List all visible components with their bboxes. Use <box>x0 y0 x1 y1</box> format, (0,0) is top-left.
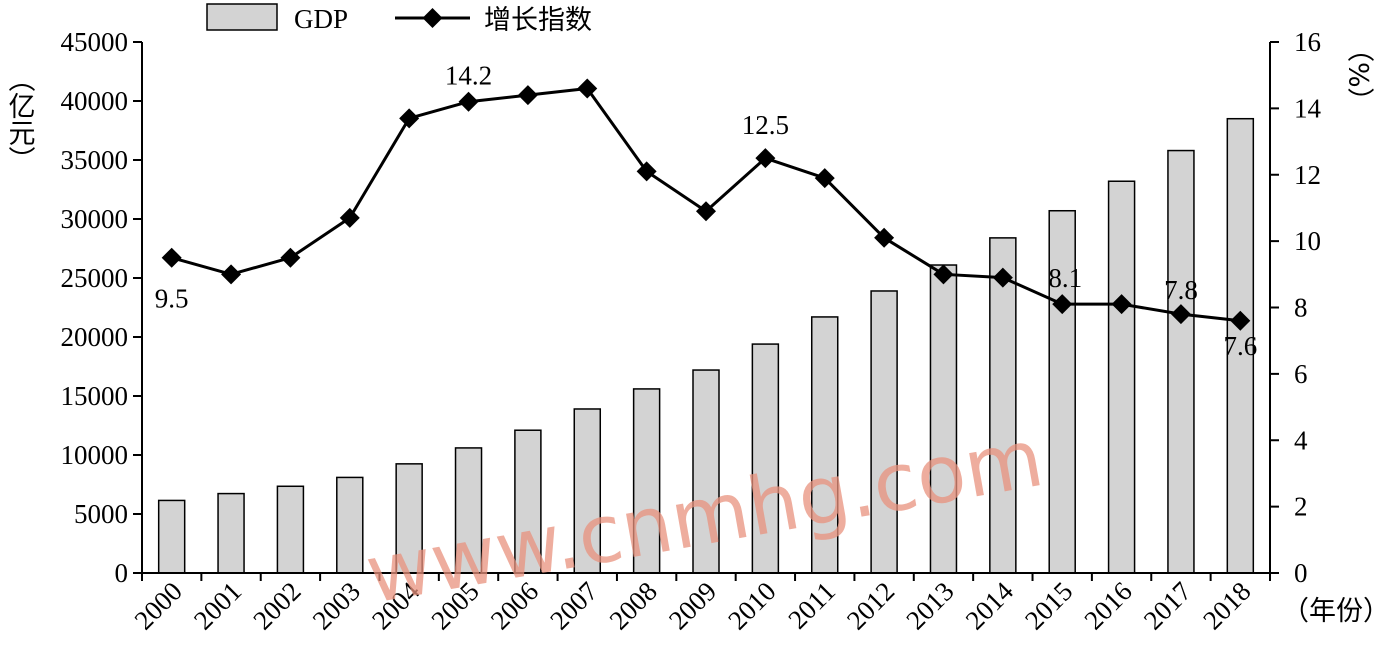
x-tick-label-2001: 2001 <box>188 576 247 635</box>
x-tick-label-2010: 2010 <box>722 576 781 635</box>
bar-gdp-2012 <box>870 290 898 574</box>
annotation-2017: 7.8 <box>1164 275 1198 305</box>
x-tick-label-2003: 2003 <box>307 576 366 635</box>
bar-gdp-2007 <box>573 408 602 574</box>
bar-gdp-2005 <box>454 447 483 574</box>
left-tick-label: 30000 <box>61 204 129 234</box>
marker-growth-2006 <box>517 85 538 106</box>
right-axis-ticks: 0 2 4 6 8 10 12 14 16 <box>1270 27 1322 588</box>
x-tick-label-2012: 2012 <box>841 576 900 635</box>
marker-growth-2003 <box>339 207 360 228</box>
right-tick-label: 0 <box>1294 558 1308 588</box>
bar-gdp-2014 <box>989 237 1017 574</box>
bar-gdp-2018 <box>1226 117 1255 574</box>
legend-gdp-label: GDP <box>294 4 348 34</box>
left-axis-unit-label: （亿元） <box>4 65 36 173</box>
annotation-2010: 12.5 <box>742 110 789 140</box>
x-axis-unit-label: （年份） <box>1282 596 1390 627</box>
x-tick-label-2009: 2009 <box>663 576 722 635</box>
left-tick-label: 35000 <box>61 145 129 175</box>
annotation-2005: 14.2 <box>445 61 492 91</box>
bar-gdp-2009 <box>692 369 720 574</box>
x-tick-label-2008: 2008 <box>603 576 662 635</box>
x-tick-label-2017: 2017 <box>1138 576 1197 635</box>
x-tick-label-2014: 2014 <box>960 576 1020 636</box>
bar-gdp-2010 <box>751 343 780 574</box>
x-tick-label-2011: 2011 <box>782 576 841 635</box>
marker-growth-2013 <box>933 264 954 285</box>
marker-growth-2017 <box>1170 304 1191 325</box>
left-tick-label: 0 <box>115 558 129 588</box>
x-tick-label-2015: 2015 <box>1019 576 1078 635</box>
bar-gdp-2017 <box>1167 149 1195 574</box>
annotation-2000: 9.5 <box>155 284 189 314</box>
data-annotations: 9.5 14.2 12.5 8.1 7.8 7.6 <box>155 61 1257 361</box>
marker-growth-2016 <box>1111 294 1132 315</box>
right-tick-label: 10 <box>1294 226 1321 256</box>
left-tick-label: 25000 <box>61 263 129 293</box>
right-tick-label: 16 <box>1294 27 1321 57</box>
bar-gdp-2016 <box>1107 180 1136 574</box>
legend-index-label: 增长指数 <box>484 5 592 36</box>
x-tick-label-2013: 2013 <box>900 576 959 635</box>
x-tick-label-2002: 2002 <box>247 576 306 635</box>
right-tick-label: 6 <box>1294 359 1308 389</box>
marker-growth-2012 <box>874 227 895 248</box>
bar-gdp-2000 <box>157 499 186 574</box>
bar-gdp-2013 <box>929 264 958 574</box>
left-tick-label: 10000 <box>61 440 129 470</box>
x-tick-label-2018: 2018 <box>1197 576 1256 635</box>
right-axis-unit-label: （%） <box>1343 35 1375 115</box>
right-tick-label: 2 <box>1294 492 1308 522</box>
marker-growth-2001 <box>221 264 242 285</box>
marker-growth-2011 <box>814 168 835 189</box>
marker-growth-2005 <box>458 91 479 112</box>
right-tick-label: 14 <box>1294 93 1322 123</box>
right-axis-unit: （%） <box>1343 35 1375 115</box>
bar-gdp-2002 <box>276 485 305 574</box>
bar-gdp-2003 <box>336 476 364 574</box>
legend: GDP 增长指数 <box>206 3 592 36</box>
legend-gdp-swatch <box>206 3 278 31</box>
marker-growth-2009 <box>696 201 716 222</box>
bar-gdp-2004 <box>395 463 423 574</box>
marker-growth-2002 <box>280 247 301 268</box>
right-tick-label: 12 <box>1294 160 1321 190</box>
marker-growth-2010 <box>755 148 776 169</box>
left-tick-label: 20000 <box>61 322 129 352</box>
left-tick-label: 40000 <box>61 86 129 116</box>
left-tick-label: 45000 <box>61 27 129 57</box>
bar-gdp-2006 <box>514 429 542 574</box>
right-tick-label: 4 <box>1294 425 1308 455</box>
left-tick-label: 5000 <box>74 499 128 529</box>
legend-index-marker <box>422 8 443 28</box>
bar-gdp-2001 <box>217 492 245 574</box>
marker-growth-2004 <box>399 108 420 129</box>
bar-gdp-2008 <box>632 388 661 574</box>
x-tick-label-2016: 2016 <box>1078 576 1137 635</box>
marker-growth-2014 <box>992 267 1013 288</box>
left-tick-label: 15000 <box>61 381 129 411</box>
annotation-2018: 7.6 <box>1223 331 1257 361</box>
x-tick-label-2000: 2000 <box>129 576 188 635</box>
left-axis-unit: （亿元） <box>4 65 36 173</box>
right-tick-label: 8 <box>1294 293 1308 323</box>
marker-growth-2018 <box>1230 310 1251 331</box>
bar-gdp-2011 <box>810 316 839 574</box>
annotation-2015: 8.1 <box>1048 263 1082 293</box>
marker-growth-2000 <box>161 247 182 268</box>
x-axis-ticks: 2000 2001 2002 2003 2004 2005 2006 2007 2008 2009… <box>129 573 1271 636</box>
left-axis-ticks: 0 5000 10000 15000 20000 25000 30000 35000 40000… <box>61 27 142 588</box>
line-series <box>161 78 1251 331</box>
marker-growth-2007 <box>577 78 598 99</box>
marker-growth-2008 <box>636 161 657 182</box>
marker-growth-2015 <box>1052 294 1073 315</box>
